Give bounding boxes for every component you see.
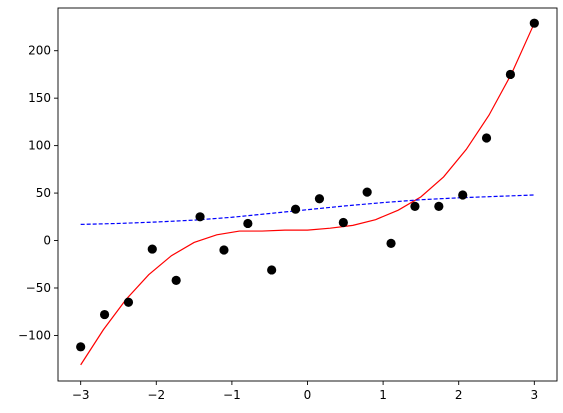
y-tick-label: 150 [28, 91, 51, 105]
x-tick-label: 3 [530, 388, 538, 402]
data-point [458, 190, 468, 200]
x-tick-label: 2 [455, 388, 463, 402]
data-point [171, 275, 181, 285]
x-tick-label: −1 [223, 388, 241, 402]
data-point [505, 69, 516, 80]
data-point [243, 218, 253, 229]
x-tick-label: −3 [72, 388, 90, 402]
data-point [219, 245, 229, 255]
data-point [290, 204, 301, 214]
y-tick-label: 200 [28, 44, 51, 58]
data-point [362, 187, 372, 197]
data-point [434, 201, 444, 211]
data-point [481, 133, 492, 143]
y-tick-label: −50 [26, 281, 51, 295]
data-point [314, 194, 325, 204]
solid-fit-line [80, 22, 535, 366]
data-point [147, 244, 157, 254]
y-tick-label: 100 [28, 139, 51, 153]
data-point [99, 309, 110, 320]
x-tick-label: −2 [147, 388, 165, 402]
data-point [267, 265, 277, 275]
data-point [386, 238, 396, 248]
plot-frame [57, 7, 558, 382]
plot-group: −3 −2 −1 0 1 2 3 −100 −50 0 50 100 150 200 [18, 7, 558, 402]
y-tick-label: 0 [43, 234, 51, 248]
y-tick-label: −100 [18, 328, 51, 342]
data-point [338, 217, 348, 228]
data-point [410, 201, 420, 211]
x-tick-label: 1 [379, 388, 387, 402]
data-point [123, 297, 134, 307]
y-tick-label: 50 [36, 186, 51, 200]
data-point [529, 18, 539, 28]
x-tick-label: 0 [304, 388, 312, 402]
dashed-fit-line [80, 194, 535, 225]
data-point [76, 342, 86, 352]
data-point [195, 212, 205, 222]
